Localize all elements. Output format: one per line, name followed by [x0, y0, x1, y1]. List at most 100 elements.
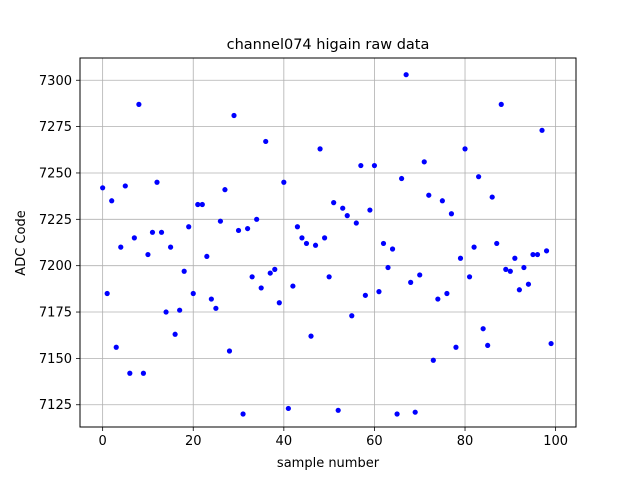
- data-point: [417, 272, 423, 278]
- data-point: [543, 248, 550, 254]
- data-point: [326, 274, 332, 280]
- data-point: [335, 407, 341, 413]
- data-point: [303, 240, 310, 247]
- y-tick-label: 7275: [39, 120, 72, 135]
- data-point: [466, 274, 473, 280]
- data-point: [403, 72, 409, 78]
- data-point: [113, 344, 119, 350]
- data-point: [430, 357, 436, 363]
- data-point: [204, 253, 210, 260]
- data-point: [281, 179, 287, 185]
- data-point: [222, 187, 228, 193]
- data-point: [444, 290, 450, 297]
- data-point: [462, 146, 468, 152]
- data-point: [394, 411, 400, 417]
- data-point: [249, 274, 255, 280]
- data-point: [448, 211, 455, 217]
- data-point: [512, 255, 518, 261]
- y-tick-label: 7225: [39, 213, 72, 228]
- data-point: [272, 266, 278, 272]
- data-point: [258, 285, 264, 291]
- data-point: [489, 194, 495, 200]
- data-point: [539, 127, 545, 133]
- data-point: [498, 101, 504, 107]
- data-point: [131, 235, 137, 241]
- data-point: [362, 292, 368, 298]
- data-point: [190, 290, 196, 297]
- data-point: [213, 305, 219, 311]
- data-point: [367, 207, 373, 213]
- data-point: [163, 309, 169, 315]
- data-point: [389, 246, 396, 252]
- data-point: [231, 112, 237, 119]
- data-point: [285, 405, 291, 412]
- data-point: [457, 255, 464, 261]
- x-axis-label: sample number: [277, 456, 380, 471]
- y-tick-label: 7250: [39, 166, 72, 181]
- data-points: [100, 72, 554, 417]
- data-point: [408, 279, 414, 285]
- x-tick-label: 80: [457, 434, 474, 449]
- data-point: [340, 205, 346, 211]
- y-tick-label: 7150: [39, 352, 72, 367]
- data-point: [494, 240, 500, 247]
- data-point: [412, 409, 418, 415]
- data-point: [485, 342, 491, 349]
- data-point: [118, 244, 124, 250]
- data-point: [267, 270, 273, 276]
- data-point: [399, 175, 405, 182]
- x-tick-label: 20: [185, 434, 202, 449]
- data-point: [435, 296, 441, 302]
- data-point: [136, 101, 142, 107]
- data-point: [276, 300, 282, 306]
- data-point: [380, 240, 387, 247]
- grid-lines: [80, 58, 576, 427]
- chart-title: channel074 higain raw data: [227, 37, 430, 53]
- data-point: [322, 235, 328, 241]
- data-point: [240, 411, 246, 417]
- y-tick-label: 7125: [39, 398, 72, 413]
- data-point: [140, 370, 147, 376]
- data-point: [100, 185, 106, 191]
- data-point: [254, 216, 260, 222]
- data-point: [480, 326, 486, 332]
- data-point: [358, 162, 364, 169]
- data-point: [154, 179, 160, 185]
- y-axis-ticks: 7125 7150 7175 7200 7225 7250 7275 7300: [39, 74, 80, 413]
- data-point: [371, 162, 378, 169]
- data-point: [186, 224, 192, 230]
- y-tick-label: 7175: [39, 306, 72, 321]
- data-point: [127, 370, 133, 376]
- data-point: [503, 266, 509, 272]
- data-point: [344, 213, 350, 219]
- data-point: [217, 218, 224, 224]
- data-point: [421, 159, 427, 165]
- data-point: [385, 264, 391, 271]
- data-point: [530, 251, 536, 258]
- data-point: [299, 235, 305, 241]
- x-tick-label: 40: [276, 434, 293, 449]
- data-point: [507, 268, 513, 274]
- data-point: [244, 225, 251, 232]
- data-point: [172, 331, 178, 337]
- data-point: [226, 348, 233, 354]
- data-point: [109, 198, 115, 204]
- data-point: [439, 198, 445, 204]
- data-point: [195, 201, 201, 208]
- y-tick-label: 7300: [39, 74, 72, 89]
- data-point: [349, 313, 355, 319]
- x-tick-label: 60: [366, 434, 383, 449]
- data-point: [235, 227, 242, 234]
- data-point: [208, 296, 214, 302]
- data-point: [471, 244, 477, 250]
- data-point: [122, 183, 128, 189]
- data-point: [317, 146, 323, 152]
- y-tick-label: 7200: [39, 259, 72, 274]
- data-point: [158, 229, 165, 235]
- data-point: [199, 201, 205, 208]
- data-point: [426, 192, 432, 198]
- data-point: [516, 287, 522, 293]
